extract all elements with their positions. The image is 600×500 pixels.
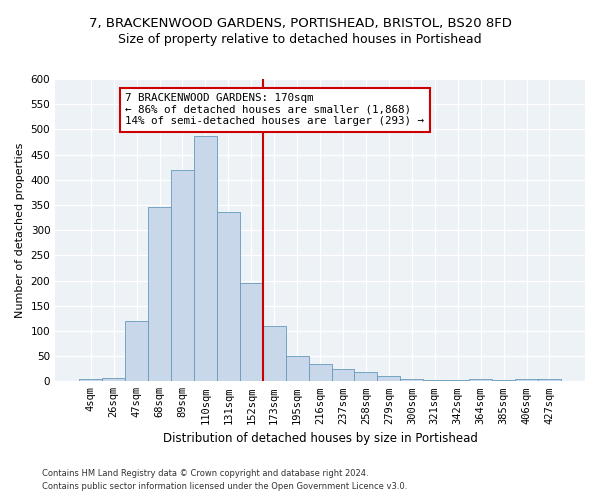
Text: 7, BRACKENWOOD GARDENS, PORTISHEAD, BRISTOL, BS20 8FD: 7, BRACKENWOOD GARDENS, PORTISHEAD, BRIS… [89, 18, 511, 30]
Bar [171, 170, 194, 382]
Bar [400, 379, 423, 382]
Bar [423, 380, 446, 382]
Text: 7 BRACKENWOOD GARDENS: 170sqm
← 86% of detached houses are smaller (1,868)
14% o: 7 BRACKENWOOD GARDENS: 170sqm ← 86% of d… [125, 93, 424, 126]
Text: Size of property relative to detached houses in Portishead: Size of property relative to detached ho… [118, 32, 482, 46]
Bar [125, 321, 148, 382]
Text: Contains public sector information licensed under the Open Government Licence v3: Contains public sector information licen… [42, 482, 407, 491]
Bar [469, 379, 492, 382]
Bar [538, 379, 561, 382]
Bar [492, 380, 515, 382]
Y-axis label: Number of detached properties: Number of detached properties [15, 142, 25, 318]
Bar [194, 136, 217, 382]
Bar [308, 364, 332, 382]
Bar [79, 379, 102, 382]
Bar [263, 326, 286, 382]
X-axis label: Distribution of detached houses by size in Portishead: Distribution of detached houses by size … [163, 432, 478, 445]
Bar [515, 379, 538, 382]
Bar [217, 212, 240, 382]
Bar [148, 208, 171, 382]
Text: Contains HM Land Registry data © Crown copyright and database right 2024.: Contains HM Land Registry data © Crown c… [42, 468, 368, 477]
Bar [355, 372, 377, 382]
Bar [332, 368, 355, 382]
Bar [286, 356, 308, 382]
Bar [102, 378, 125, 382]
Bar [446, 380, 469, 382]
Bar [377, 376, 400, 382]
Bar [240, 283, 263, 382]
